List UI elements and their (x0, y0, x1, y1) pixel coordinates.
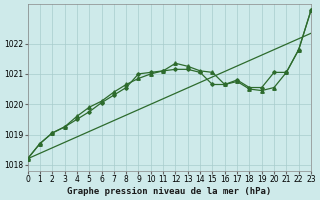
X-axis label: Graphe pression niveau de la mer (hPa): Graphe pression niveau de la mer (hPa) (67, 187, 271, 196)
